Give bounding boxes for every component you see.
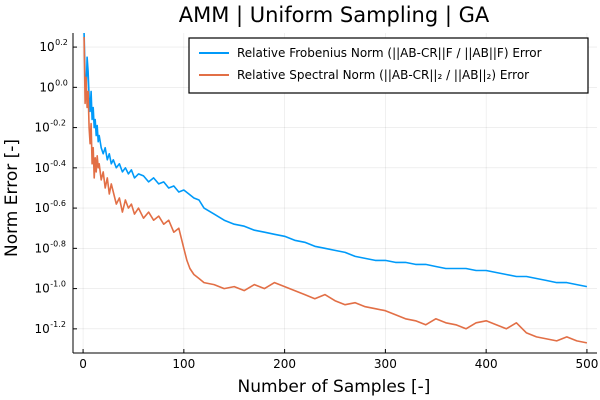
y-tick-exponent: -1.2 — [50, 320, 66, 329]
y-tick-label: 10 -0.4 — [35, 159, 66, 175]
y-tick-label: 10 -1.0 — [35, 280, 66, 296]
x-tick-label: 200 — [273, 357, 296, 371]
legend-box — [188, 37, 589, 94]
y-tick-base: 10 — [35, 201, 50, 215]
frobenius-error-line — [83, 32, 588, 288]
y-tick-base: 10 — [35, 241, 50, 255]
y-axis-label: Norm Error [-] — [2, 139, 22, 257]
y-tick-base: 10 — [39, 80, 54, 94]
legend-label: Relative Spectral Norm (||AB-CR||₂ / ||A… — [237, 68, 529, 82]
y-tick-exponent: -0.2 — [50, 119, 66, 128]
y-tick-exponent: -0.4 — [50, 159, 66, 168]
y-tick-base: 10 — [35, 282, 50, 296]
series-lines — [83, 32, 588, 344]
y-tick-base: 10 — [35, 322, 50, 336]
y-tick-base: 10 — [39, 40, 54, 54]
y-tick-label: 10 -1.2 — [35, 320, 66, 336]
y-tick-exponent: -0.8 — [50, 239, 66, 248]
x-tick-label: 400 — [475, 357, 498, 371]
x-tick-label: 500 — [575, 357, 598, 371]
y-tick-label: 10 0.0 — [39, 78, 68, 94]
legend: Relative Frobenius Norm (||AB-CR||F / ||… — [188, 37, 589, 94]
x-axis-ticks: 0 100 200 300 400 500 — [79, 349, 598, 371]
y-tick-label: 10 -0.2 — [35, 119, 66, 135]
legend-label: Relative Frobenius Norm (||AB-CR||F / ||… — [237, 46, 542, 60]
y-tick-exponent: -0.6 — [50, 199, 66, 208]
chart-title: AMM | Uniform Sampling | GA — [179, 3, 490, 28]
y-tick-label: 10 0.2 — [39, 38, 68, 54]
y-tick-base: 10 — [35, 121, 50, 135]
y-tick-exponent: 0.0 — [55, 78, 68, 87]
y-tick-base: 10 — [35, 161, 50, 175]
x-axis-label: Number of Samples [-] — [238, 377, 431, 397]
spectral-error-line — [83, 36, 588, 344]
x-tick-label: 100 — [172, 357, 195, 371]
y-tick-label: 10 -0.8 — [35, 239, 66, 255]
y-tick-exponent: -1.0 — [50, 280, 66, 289]
x-tick-label: 0 — [79, 357, 87, 371]
y-axis-ticks: 10 0.210 0.010 -0.210 -0.410 -0.610 -0.810 -1.0… — [35, 38, 77, 336]
x-tick-label: 300 — [374, 357, 397, 371]
y-tick-exponent: 0.2 — [55, 38, 68, 47]
plot-frame — [72, 33, 597, 354]
y-tick-label: 10 -0.6 — [35, 199, 66, 215]
